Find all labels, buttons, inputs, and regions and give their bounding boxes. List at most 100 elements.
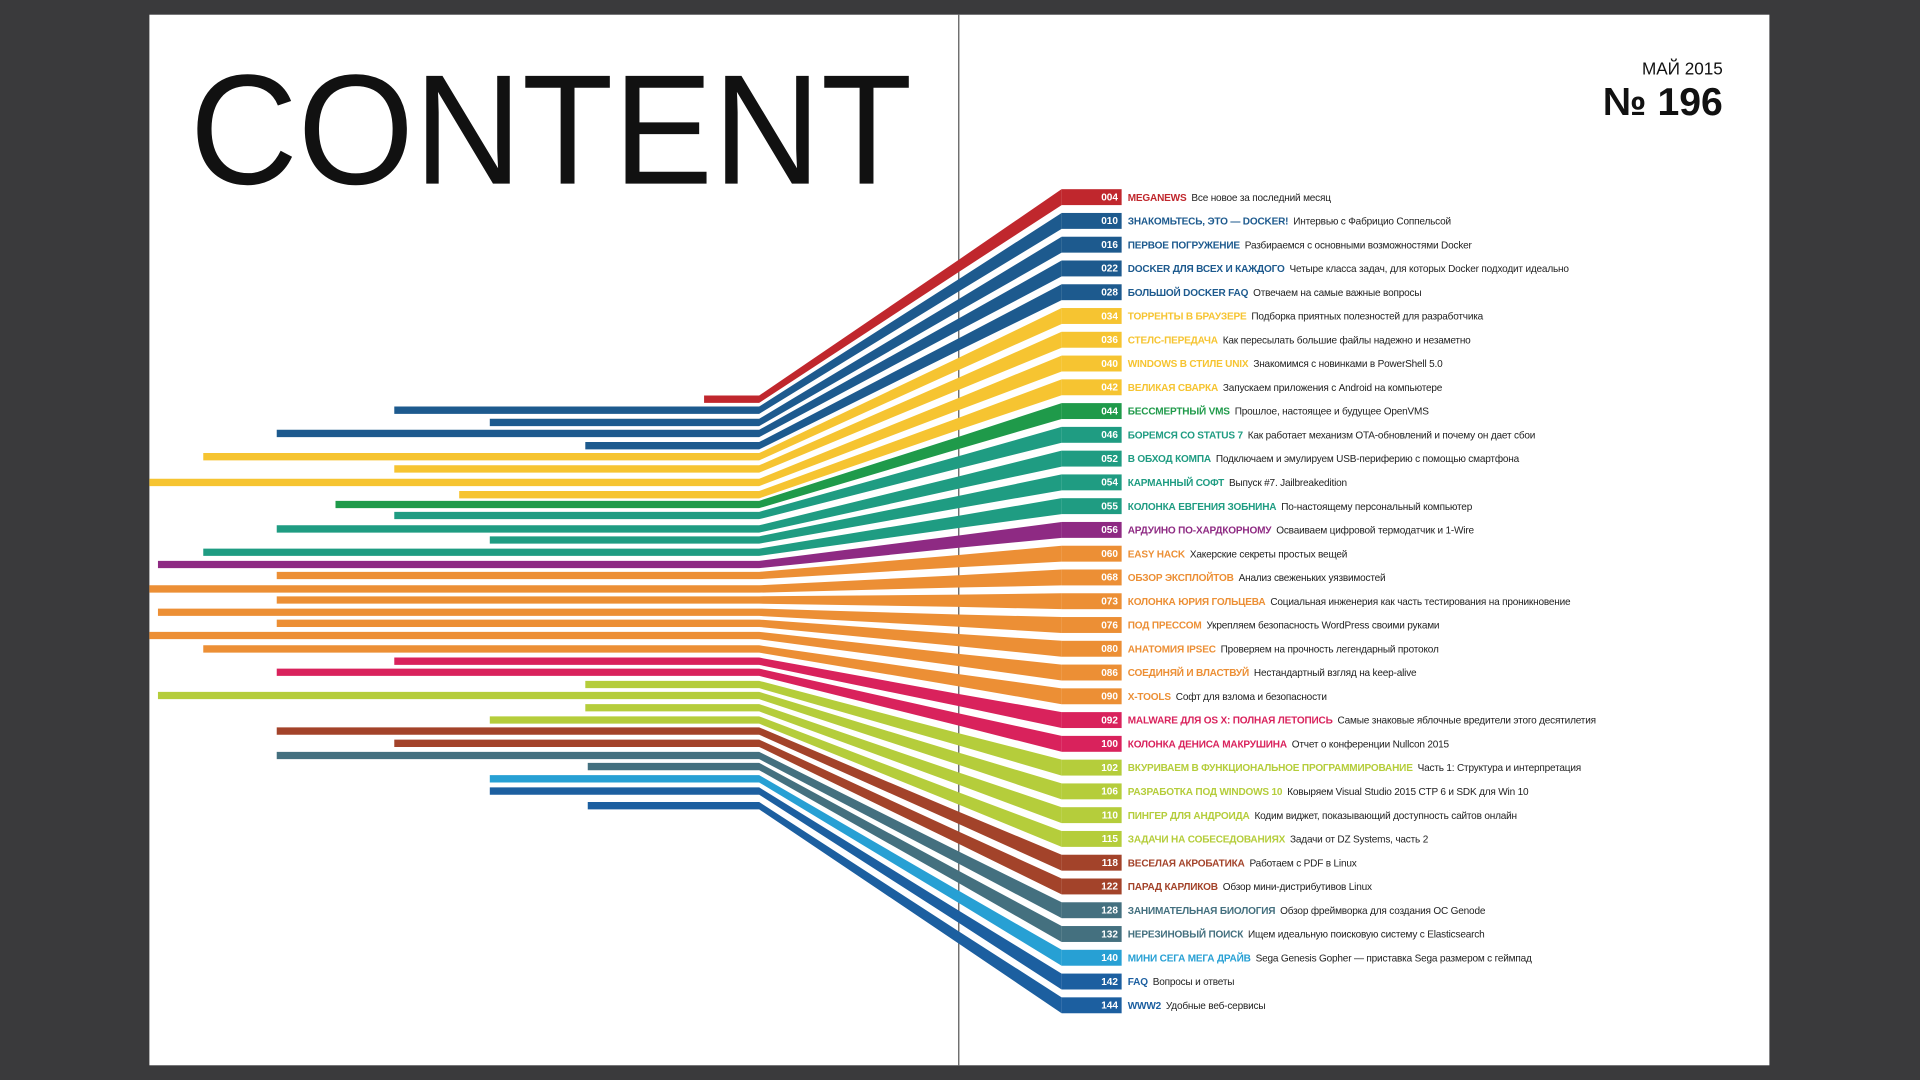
entry-description: Обзор мини-дистрибутивов Linux — [1223, 881, 1372, 893]
entry-title: WINDOWS В СТИЛЕ UNIX — [1128, 359, 1249, 370]
page-number: 144 — [1101, 1001, 1118, 1012]
stripe — [585, 284, 1062, 450]
stripe — [276, 260, 1062, 438]
stripe — [276, 450, 1062, 533]
entry-title: ВЕСЕЛАЯ АКРОБАТИКА — [1128, 858, 1245, 869]
entry: ВЕСЕЛАЯ АКРОБАТИКА Работаем с PDF в Linux — [1128, 857, 1357, 869]
page-box — [1061, 712, 1122, 729]
stripe — [276, 619, 1062, 657]
page-number: 132 — [1101, 929, 1118, 940]
entry-title: ЗАДАЧИ НА СОБЕСЕДОВАНИЯХ — [1128, 834, 1286, 845]
page-number: 022 — [1101, 264, 1118, 275]
page-box — [1061, 545, 1122, 562]
page-number: 004 — [1101, 192, 1118, 203]
entry-description: Четыре класса задач, для которых Docker … — [1290, 264, 1570, 275]
entry-description: По-настоящему персональный компьютер — [1281, 501, 1472, 512]
stripe — [157, 691, 1062, 800]
entry: АНАТОМИЯ IPSEC Проверяем на прочность лег… — [1128, 644, 1439, 655]
stripe — [149, 355, 1062, 487]
entry: ПЕРВОЕ ПОГРУЖЕНИЕ Разбираемся с основными… — [1128, 239, 1473, 251]
page-box — [1061, 498, 1122, 515]
page-box — [1061, 902, 1122, 919]
entry-description: Интервью с Фабрицио Соппельсой — [1293, 215, 1451, 227]
entry-title: WWW2 — [1128, 1001, 1162, 1012]
stripe — [276, 545, 1062, 580]
contents-list: 004 MEGANEWS Все новое за последний месяц 0… — [149, 189, 1596, 1014]
entry: MEGANEWS Все новое за последний месяц — [1128, 192, 1332, 203]
entry: КАРМАННЫЙ СОФТ Выпуск #7. Jailbreakeditio… — [1128, 476, 1347, 489]
page-number: 118 — [1102, 858, 1119, 869]
page-number: 036 — [1101, 335, 1118, 346]
entry: EASY HACK Хакерские секреты простых вещей — [1128, 549, 1347, 560]
page-box — [1061, 331, 1122, 348]
entry: ЗАДАЧИ НА СОБЕСЕДОВАНИЯХ Задачи от DZ Sys… — [1128, 834, 1429, 845]
entry-title: ПЕРВОЕ ПОГРУЖЕНИЕ — [1128, 240, 1241, 251]
entry-title: ПАРАД КАРЛИКОВ — [1128, 882, 1218, 893]
entry-title: EASY HACK — [1128, 549, 1186, 560]
entry-title: ЗАНИМАТЕЛЬНАЯ БИОЛОГИЯ — [1128, 905, 1276, 916]
page-box — [1061, 878, 1122, 895]
entry-description: Ковыряем Visual Studio 2015 CTP 6 и SDK … — [1287, 787, 1529, 798]
entry-title: БОЛЬШОЙ DOCKER FAQ — [1128, 285, 1249, 298]
entry: БОРЕМСЯ СО STATUS 7 Как работает механизм… — [1128, 429, 1535, 441]
page-number: 042 — [1101, 383, 1118, 394]
entry-description: Хакерские секреты простых вещей — [1190, 549, 1347, 560]
entry-title: X-TOOLS — [1128, 692, 1172, 703]
entry: WINDOWS В СТИЛЕ UNIX Знакомимся с новинка… — [1128, 359, 1443, 370]
entry-title: КОЛОНКА ЮРИЯ ГОЛЬЦЕВА — [1128, 596, 1266, 607]
entry-title: DOCKER ДЛЯ ВСЕХ И КАЖДОГО — [1128, 264, 1285, 275]
entry-description: Как пересылать большие файлы надежно и н… — [1223, 334, 1471, 346]
entry: ПАРАД КАРЛИКОВ Обзор мини-дистрибутивов L… — [1128, 881, 1372, 893]
entry: РАЗРАБОТКА ПОД WINDOWS 10 Ковыряем Visual… — [1128, 787, 1529, 798]
entry-description: Обзор фреймворка для создания ОС Genode — [1280, 904, 1486, 916]
page-box — [1061, 735, 1122, 752]
page-box — [1061, 426, 1122, 443]
entry: МИНИ СЕГА МЕГА ДРАЙВ Sega Genesis Gopher … — [1128, 951, 1532, 964]
entry: ЗНАКОМЬТЕСЬ, ЭТО — DOCKER! Интервью с Фаб… — [1128, 215, 1451, 227]
page-box — [1061, 949, 1122, 966]
entry: СОЕДИНЯЙ И ВЛАСТВУЙ Нестандартный взгляд … — [1128, 666, 1417, 679]
entry-description: Самые знаковые яблочные вредители этого … — [1337, 714, 1595, 726]
entry-title: БЕССМЕРТНЫЙ VMS — [1128, 404, 1231, 417]
entry-description: Социальная инженерия как часть тестирова… — [1270, 596, 1571, 607]
page-box — [1061, 830, 1122, 847]
entry: СТЕЛС-ПЕРЕДАЧА Как пересылать большие фай… — [1128, 334, 1471, 346]
entry: БЕССМЕРТНЫЙ VMS Прошлое, настоящее и буду… — [1128, 404, 1429, 417]
entry: КОЛОНКА ЮРИЯ ГОЛЬЦЕВА Социальная инженери… — [1128, 596, 1571, 607]
entry-description: Удобные веб-сервисы — [1166, 1000, 1266, 1012]
stripe — [276, 751, 1062, 919]
entry: НЕРЕЗИНОВЫЙ ПОИСК Ищем идеальную поискову… — [1128, 927, 1485, 940]
stripe — [489, 474, 1062, 544]
entry-description: Подключаем и эмулируем USB-периферию с п… — [1216, 453, 1520, 465]
page-number: 052 — [1101, 454, 1118, 465]
page-number: 016 — [1101, 240, 1118, 251]
stripe — [585, 680, 1062, 776]
entry-title: СТЕЛС-ПЕРЕДАЧА — [1128, 335, 1218, 346]
page-box — [1061, 664, 1122, 681]
entry-title: СОЕДИНЯЙ И ВЛАСТВУЙ — [1128, 666, 1249, 679]
entry-description: Часть 1: Структура и интерпретация — [1418, 763, 1581, 774]
stripe — [276, 727, 1062, 871]
page-box — [1061, 854, 1122, 871]
page-box — [1061, 379, 1122, 396]
entry-title: ОБЗОР ЭКСПЛОЙТОВ — [1128, 571, 1234, 584]
entry-description: Прошлое, настоящее и будущее OpenVMS — [1235, 405, 1430, 417]
page-box — [1061, 212, 1122, 229]
entry-title: РАЗРАБОТКА ПОД WINDOWS 10 — [1128, 787, 1283, 798]
entry: ПОД ПРЕССОМ Укрепляем безопасность WordPr… — [1128, 619, 1440, 631]
entry: ВЕЛИКАЯ СВАРКА Запускаем приложения с And… — [1128, 383, 1443, 394]
entry-description: Укрепляем безопасность WordPress своими … — [1206, 619, 1439, 631]
entry-description: Запускаем приложения с Android на компью… — [1223, 383, 1443, 394]
page-box — [1061, 688, 1122, 705]
entry-description: Работаем с PDF в Linux — [1250, 857, 1357, 869]
entry: ОБЗОР ЭКСПЛОЙТОВ Анализ свеженьких уязвим… — [1128, 571, 1386, 584]
entry-title: ТОРРЕНТЫ В БРАУЗЕРЕ — [1128, 311, 1247, 322]
page-number: 128 — [1101, 905, 1118, 916]
page-number: 028 — [1101, 287, 1118, 298]
page-number: 080 — [1101, 644, 1118, 655]
entry-title: ВКУРИВАЕМ В ФУНКЦИОНАЛЬНОЕ ПРОГРАММИРОВА… — [1128, 763, 1413, 774]
entry: АРДУИНО ПО-ХАРДКОРНОМУ Осваиваем цифровой… — [1128, 524, 1475, 536]
stripe — [203, 645, 1062, 705]
stripe — [585, 704, 1062, 824]
